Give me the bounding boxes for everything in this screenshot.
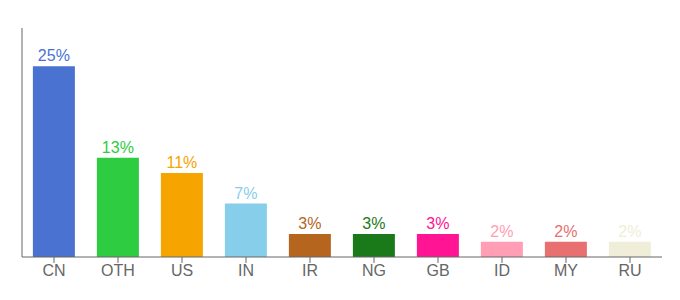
svg-text:CN: CN (42, 262, 65, 279)
svg-text:RU: RU (618, 262, 641, 279)
svg-text:2%: 2% (490, 223, 513, 240)
svg-text:IR: IR (302, 262, 318, 279)
svg-text:2%: 2% (554, 223, 577, 240)
svg-text:ID: ID (494, 262, 510, 279)
svg-text:11%: 11% (166, 154, 197, 171)
svg-text:25%: 25% (38, 47, 70, 64)
svg-text:2%: 2% (618, 223, 641, 240)
svg-text:MY: MY (554, 262, 578, 279)
svg-text:OTH: OTH (101, 262, 135, 279)
svg-text:IN: IN (238, 262, 254, 279)
svg-text:7%: 7% (234, 185, 257, 202)
svg-text:3%: 3% (362, 215, 385, 232)
svg-text:GB: GB (426, 262, 449, 279)
svg-text:3%: 3% (298, 215, 321, 232)
svg-text:3%: 3% (426, 215, 449, 232)
svg-text:13%: 13% (102, 139, 134, 156)
svg-text:US: US (171, 262, 193, 279)
svg-text:NG: NG (362, 262, 386, 279)
